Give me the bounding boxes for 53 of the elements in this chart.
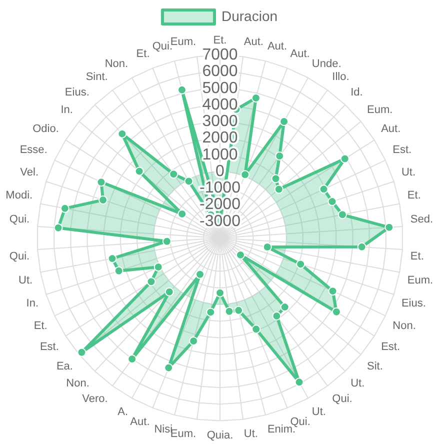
spoke-label: Qui. (9, 213, 30, 226)
y-tick-label: 4000 (202, 96, 238, 114)
spoke-label: Ea. (56, 360, 73, 372)
spoke-label: Eum. (407, 274, 434, 286)
y-tick-label: 6000 (202, 63, 238, 80)
spoke-label: Aut. (267, 40, 288, 53)
spoke-label: Modi. (6, 190, 33, 202)
spoke-label: Est. (381, 340, 400, 353)
spoke-label: A. (118, 406, 128, 418)
spoke-label: Ut. (312, 406, 326, 418)
spoke-label: Aut. (244, 36, 264, 48)
spoke-label: Ut. (18, 274, 33, 286)
spoke-label: Ut. (244, 428, 258, 440)
spoke-label: Vel. (20, 166, 39, 178)
spoke-label: Sed. (410, 213, 434, 226)
spoke-label: Sit. (367, 360, 383, 372)
spoke-label: Et. (136, 48, 150, 60)
spoke-label: Qui. (332, 392, 352, 405)
spoke-label: Et. (213, 34, 227, 47)
spoke-label: Non. (392, 320, 416, 332)
spoke-label: Vero. (82, 392, 108, 405)
legend-label: Duracion (221, 8, 278, 24)
y-tick-label: 0 (216, 162, 225, 180)
spoke-label: Eum. (367, 104, 393, 116)
spoke-label: Aut. (290, 48, 310, 60)
spoke-label: In. (26, 298, 39, 310)
spoke-label: Et. (410, 250, 424, 263)
spoke-label: Id. (350, 86, 363, 98)
spoke-label: Sint. (86, 71, 108, 84)
spoke-label: Aut. (130, 416, 150, 428)
spoke-label: Est. (40, 340, 59, 353)
spoke-label: Qui. (9, 250, 30, 263)
spoke-label: Non. (66, 378, 90, 390)
spoke-label: Ut. (350, 378, 365, 390)
spoke-label: Eum. (170, 36, 196, 48)
spoke-label: Odio. (32, 123, 59, 136)
y-tick-label: 7000 (202, 46, 238, 64)
spoke-label: Aut. (381, 123, 401, 136)
spoke-label: Ut. (401, 166, 416, 178)
spoke-label: Et. (407, 190, 421, 202)
spoke-label: Unde. (312, 58, 342, 70)
y-tick-label: -3000 (200, 212, 241, 230)
spoke-label: Eius. (401, 298, 426, 310)
spoke-label: Et. (34, 320, 48, 332)
spoke-label: Eum. (170, 428, 196, 440)
spoke-label: Quia. (206, 429, 234, 442)
spoke-label: Non. (104, 58, 128, 70)
spoke-label: Illo. (332, 71, 350, 84)
y-tick-label: 5000 (202, 80, 238, 97)
spoke-label: Esse. (20, 144, 48, 156)
spoke-label: Est. (392, 144, 412, 156)
spoke-label: Eius. (64, 86, 90, 98)
spoke-label: In. (60, 104, 73, 116)
